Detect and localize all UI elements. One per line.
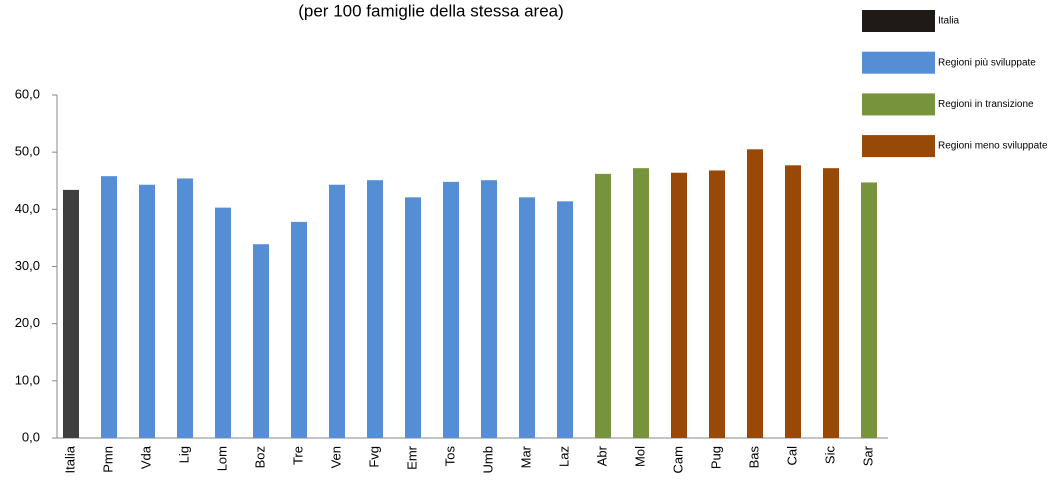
bar xyxy=(823,168,839,438)
chart-subtitle: (per 100 famiglie della stessa area) xyxy=(298,1,564,20)
x-tick-label: Ven xyxy=(328,446,343,468)
y-tick-label: 20,0 xyxy=(15,315,40,330)
x-tick-label: Vda xyxy=(138,445,153,469)
bar xyxy=(443,181,459,439)
x-tick-label: Pug xyxy=(708,446,723,469)
bar xyxy=(215,207,231,438)
x-tick-label: Tre xyxy=(290,446,305,465)
bar xyxy=(747,149,763,438)
legend-label: Regioni meno sviluppate xyxy=(938,141,1048,152)
legend-swatch xyxy=(862,135,935,158)
x-tick-label: Italia xyxy=(62,445,77,473)
bar xyxy=(63,189,79,438)
bar xyxy=(671,172,687,438)
bar xyxy=(709,170,725,438)
x-tick-label: Sar xyxy=(860,445,875,466)
x-tick-label: Umb xyxy=(480,446,495,473)
x-tick-label: Cal xyxy=(784,446,799,466)
bar xyxy=(139,184,155,438)
bar xyxy=(329,184,345,438)
bar xyxy=(405,197,421,438)
bar xyxy=(595,173,611,438)
bar xyxy=(785,165,801,438)
bar xyxy=(557,201,573,438)
legend-swatch xyxy=(862,51,935,74)
x-tick-label: Sic xyxy=(822,446,837,465)
x-tick-label: Pmn xyxy=(100,446,115,473)
legend-label: Regioni in transizione xyxy=(938,99,1034,110)
y-tick-label: 30,0 xyxy=(15,258,40,273)
x-tick-label: Laz xyxy=(556,446,571,467)
bar xyxy=(367,180,383,438)
bar xyxy=(291,221,307,438)
y-tick-label: 50,0 xyxy=(15,144,40,159)
legend-swatch xyxy=(862,10,935,32)
x-tick-label: Boz xyxy=(252,446,267,468)
x-tick-label: Tos xyxy=(442,446,457,467)
x-tick-label: Bas xyxy=(746,446,761,469)
legend-label: Italia xyxy=(938,16,960,27)
x-tick-label: Emr xyxy=(404,445,419,470)
legend-swatch xyxy=(862,93,935,116)
x-tick-label: Mar xyxy=(518,445,533,468)
y-tick-label: 60,0 xyxy=(15,86,40,101)
y-tick-label: 40,0 xyxy=(15,201,40,216)
bar xyxy=(519,197,535,438)
x-tick-label: Abr xyxy=(594,445,609,466)
bar xyxy=(177,178,193,439)
y-tick-label: 0,0 xyxy=(22,429,40,444)
x-tick-label: Lig xyxy=(176,446,191,463)
x-tick-label: Mol xyxy=(632,446,647,467)
y-tick-label: 10,0 xyxy=(15,372,40,387)
bar xyxy=(101,176,117,438)
x-tick-label: Cam xyxy=(670,446,685,473)
bar xyxy=(481,180,497,438)
bar xyxy=(633,168,649,438)
legend-label: Regioni più sviluppate xyxy=(938,57,1036,68)
bar xyxy=(253,244,269,438)
x-tick-label: Fvg xyxy=(366,446,381,468)
x-tick-label: Lom xyxy=(214,446,229,471)
bar xyxy=(861,182,877,438)
